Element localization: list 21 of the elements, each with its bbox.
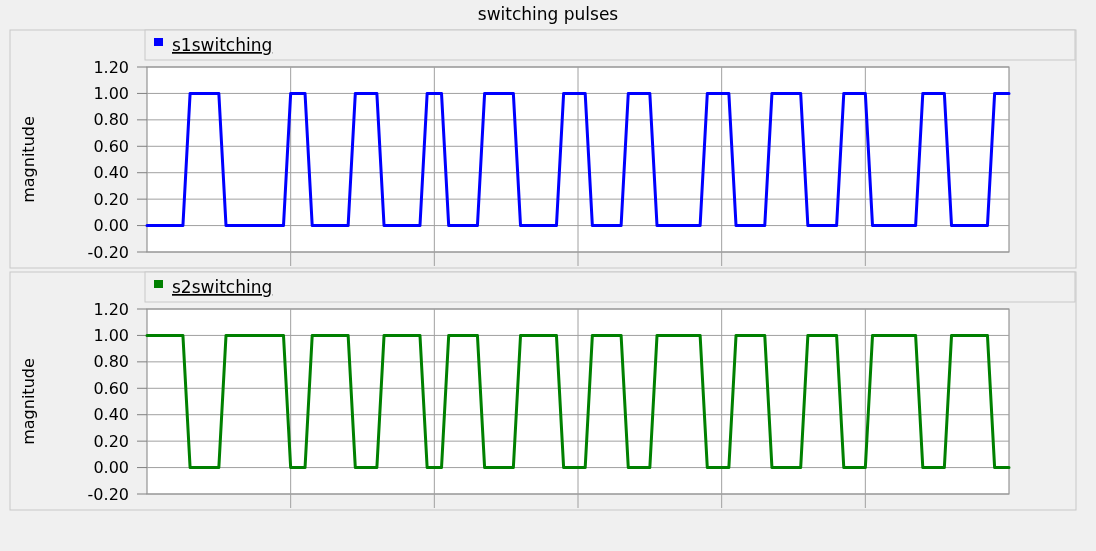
y-tick-label: 0.40 xyxy=(93,405,129,425)
y-tick-label: 1.20 xyxy=(93,57,129,77)
chart-title: switching pulses xyxy=(477,4,619,24)
legend-label: s1switching xyxy=(172,35,273,55)
y-tick-label: 0.00 xyxy=(93,458,129,478)
y-tick-label: -0.20 xyxy=(87,242,129,262)
y-tick-label: 0.80 xyxy=(93,110,129,130)
y-axis-title: magnitude xyxy=(19,116,38,203)
y-axis-title: magnitude xyxy=(19,358,38,445)
y-tick-label: 1.20 xyxy=(93,299,129,319)
y-tick-label: 0.40 xyxy=(93,163,129,183)
y-tick-label: 0.00 xyxy=(93,216,129,236)
legend-label: s2switching xyxy=(172,277,273,297)
y-tick-label: 1.00 xyxy=(93,326,129,346)
y-tick-label: 0.20 xyxy=(93,431,129,451)
y-tick-label: -0.20 xyxy=(87,484,129,504)
y-tick-label: 0.20 xyxy=(93,189,129,209)
y-tick-label: 0.60 xyxy=(93,136,129,156)
y-tick-label: 0.60 xyxy=(93,378,129,398)
y-tick-label: 1.00 xyxy=(93,84,129,104)
y-tick-label: 0.80 xyxy=(93,352,129,372)
